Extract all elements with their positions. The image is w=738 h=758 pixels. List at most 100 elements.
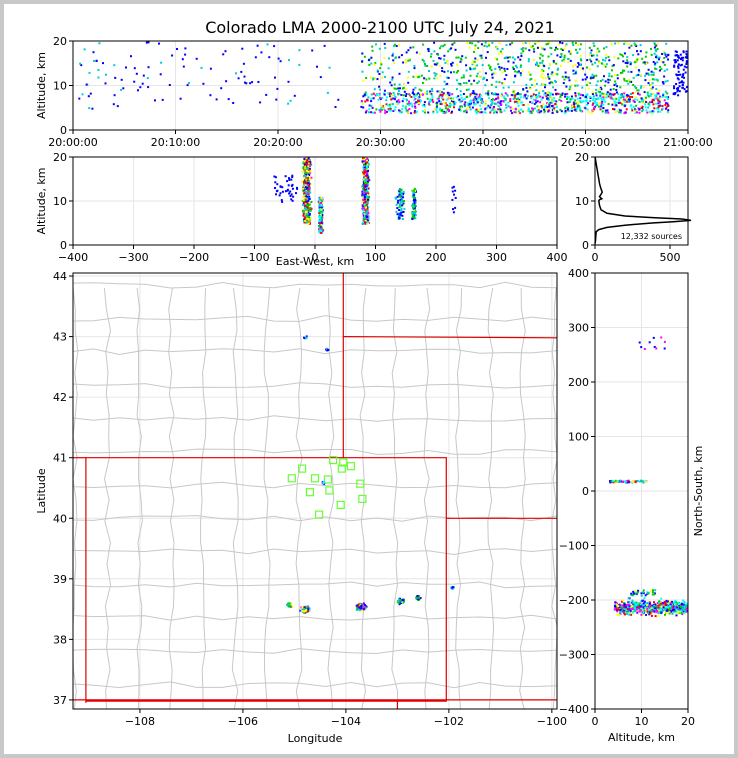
time-altitude-source: [455, 88, 458, 91]
time-altitude-source: [549, 94, 552, 97]
ew-altitude-source: [281, 200, 284, 203]
plan-view-source: [303, 605, 306, 608]
time-altitude-source: [492, 72, 495, 75]
time-altitude-source: [681, 83, 684, 86]
time-altitude-source: [677, 87, 680, 89]
time-altitude-source: [472, 60, 475, 63]
county-line: [103, 288, 112, 709]
time-altitude-source: [678, 85, 681, 88]
ew-altitude-source: [319, 215, 322, 218]
time-altitude-source: [393, 108, 396, 111]
time-altitude-source: [499, 68, 502, 71]
ew-altitude-source: [399, 213, 402, 216]
time-altitude-source: [614, 111, 617, 114]
time-altitude-source: [400, 54, 403, 57]
ew-altitude-xtick-label: 300: [486, 251, 507, 264]
altitude-ns-source: [625, 610, 628, 613]
time-altitude-source: [661, 81, 664, 84]
altitude-ns-source: [632, 480, 635, 483]
time-altitude-source: [398, 101, 401, 103]
time-altitude-source: [266, 43, 269, 46]
time-altitude-source: [408, 57, 411, 60]
ew-altitude-source: [290, 193, 293, 196]
time-altitude-source: [87, 95, 90, 98]
time-altitude-source: [611, 69, 613, 72]
time-altitude-source: [654, 62, 657, 65]
time-altitude-source: [683, 88, 686, 91]
time-altitude-source: [443, 80, 446, 83]
time-altitude-source: [594, 61, 597, 64]
time-altitude-source: [541, 59, 544, 62]
time-altitude-source: [435, 73, 438, 75]
time-altitude-source: [439, 57, 442, 60]
ew-altitude-source: [309, 217, 312, 220]
altitude-ns-source: [631, 601, 634, 604]
time-altitude-source: [600, 97, 603, 99]
time-altitude-source: [428, 77, 431, 80]
time-altitude-source: [536, 105, 539, 108]
time-altitude-source: [590, 49, 593, 52]
time-altitude-source: [367, 111, 370, 114]
time-altitude-source: [427, 111, 430, 114]
time-altitude-source: [685, 66, 688, 69]
altitude-ns-source: [617, 605, 620, 608]
time-altitude-source: [597, 98, 600, 101]
altitude-ns-source: [632, 604, 635, 607]
ew-altitude-source: [364, 215, 366, 218]
time-altitude-source: [624, 61, 627, 64]
time-altitude-source: [430, 93, 433, 95]
ew-altitude-source: [306, 173, 309, 176]
time-altitude-source: [491, 98, 494, 101]
time-altitude-source: [645, 96, 647, 99]
altitude-ns-source: [645, 480, 648, 483]
ew-altitude-source: [305, 197, 308, 200]
time-altitude-source: [395, 100, 398, 103]
time-altitude-source: [431, 88, 434, 90]
time-altitude-source: [397, 102, 400, 105]
time-altitude-source: [369, 76, 372, 79]
altitude-ns-source: [613, 481, 616, 484]
time-altitude-source: [436, 104, 439, 107]
time-altitude-source: [550, 92, 552, 95]
data-layer: [78, 41, 692, 618]
ew-altitude-source: [363, 175, 366, 178]
altitude-ns-ytick-label: −200: [559, 594, 589, 607]
time-altitude-source: [579, 58, 582, 61]
ew-altitude-source: [308, 196, 311, 199]
altitude-ns-source: [609, 480, 611, 483]
altitude-ns-source: [662, 602, 665, 605]
time-altitude-source: [540, 98, 543, 101]
altitude-histogram-ytick-label: 0: [582, 239, 589, 252]
ew-altitude-source: [320, 222, 323, 225]
time-altitude-source: [657, 106, 660, 109]
altitude-ns-source: [662, 608, 665, 611]
ew-altitude-source: [303, 176, 306, 179]
altitude-ns-source: [684, 606, 687, 609]
ew-altitude-source: [366, 157, 369, 160]
ew-altitude-source: [320, 231, 323, 234]
time-altitude-source: [615, 91, 618, 94]
time-altitude-source: [626, 59, 629, 62]
time-altitude-source: [477, 108, 480, 111]
time-altitude-source: [413, 67, 416, 70]
time-altitude-source: [676, 59, 679, 62]
county-line: [168, 288, 175, 709]
time-altitude-source: [644, 103, 647, 106]
time-altitude-source: [243, 75, 246, 78]
time-altitude-source: [452, 71, 455, 73]
time-altitude-source: [644, 55, 647, 58]
plan-view-source: [304, 610, 307, 612]
time-altitude-source: [390, 109, 393, 112]
time-altitude-ytick-label: 0: [60, 124, 67, 137]
ew-altitude-source: [363, 171, 366, 173]
altitude-ns-source: [615, 609, 618, 612]
time-altitude-source: [468, 103, 471, 106]
altitude-ns-source: [660, 611, 663, 614]
time-altitude-source: [567, 76, 570, 79]
time-altitude-source: [504, 69, 506, 72]
ew-altitude-source: [363, 181, 366, 184]
time-altitude-source: [609, 94, 612, 97]
time-altitude-source: [397, 87, 400, 90]
time-altitude-source: [474, 44, 477, 47]
time-altitude-source: [448, 92, 451, 95]
